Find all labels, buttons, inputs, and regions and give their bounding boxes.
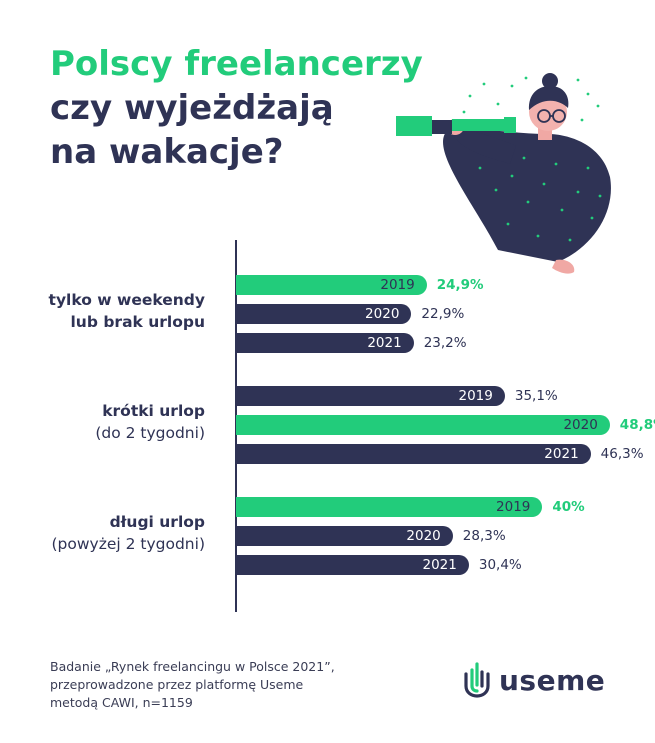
title-line-1: Polscy freelancerzy [50,44,423,84]
group-label-line-1: krótki urlop [102,402,205,420]
bar-2020: 2020 22,9% [236,304,464,324]
bar-year-label: 2021 [544,446,579,462]
useme-logo-icon [464,662,490,698]
group-label-line-1: długi urlop [109,513,205,531]
bar-year-label: 2020 [365,306,400,322]
bar-year-label: 2020 [563,417,598,433]
title-line-3: na wakacje? [50,132,284,172]
useme-logo: useme [463,662,605,698]
bar-value-label: 22,9% [421,306,465,322]
group-label: krótki urlop (do 2 tygodni) [0,400,205,444]
bar-2020: 2020 28,3% [236,526,506,546]
title-line-2: czy wyjeżdżają [50,88,334,128]
bar-value-label: 30,4% [478,557,522,573]
source-line-2: przeprowadzone przez platformę Useme [50,677,304,692]
bar-year-label: 2021 [422,557,457,573]
useme-logo-text: useme [499,663,606,697]
group-label: tylko w weekendy lub brak urlopu [0,289,205,333]
bar-value-label: 24,9% [436,277,484,293]
bar-value-label: 46,3% [600,446,644,462]
bar-year-label: 2019 [458,388,493,404]
source-line-1: Badanie „Rynek freelancingu w Polsce 202… [50,659,335,674]
bar-2019: 2019 35,1% [236,386,558,406]
group-label: długi urlop (powyżej 2 tygodni) [0,511,205,555]
bar-2019: 2019 40% [236,497,585,517]
source-note: Badanie „Rynek freelancingu w Polsce 202… [50,658,335,712]
bar-year-label: 2019 [380,277,415,293]
group-label-line-2: (do 2 tygodni) [95,424,205,442]
woman-with-spyglass-illustration [396,73,611,274]
bar-value-label: 28,3% [462,528,506,544]
bar-2021: 2021 46,3% [236,444,644,464]
bar-year-label: 2019 [496,499,531,515]
bar-year-label: 2020 [406,528,441,544]
page-title: Polscy freelancerzy czy wyjeżdżają na wa… [50,42,423,174]
bar-value-label: 35,1% [514,388,558,404]
bar-value-label: 48,8% [619,417,655,433]
bar-value-label: 23,2% [423,335,467,351]
bar-2021: 2021 30,4% [236,555,522,575]
bar-value-label: 40% [552,499,585,515]
group-label-line-2: lub brak urlopu [70,313,205,331]
source-line-3: metodą CAWI, n=1159 [50,695,193,710]
group-label-line-2: (powyżej 2 tygodni) [51,535,205,553]
bar-2019: 2019 24,9% [236,275,484,295]
bar-2020: 2020 48,8% [236,415,655,435]
bar-2021: 2021 23,2% [236,333,467,353]
group-label-line-1: tylko w weekendy [48,291,205,309]
bar-year-label: 2021 [367,335,402,351]
